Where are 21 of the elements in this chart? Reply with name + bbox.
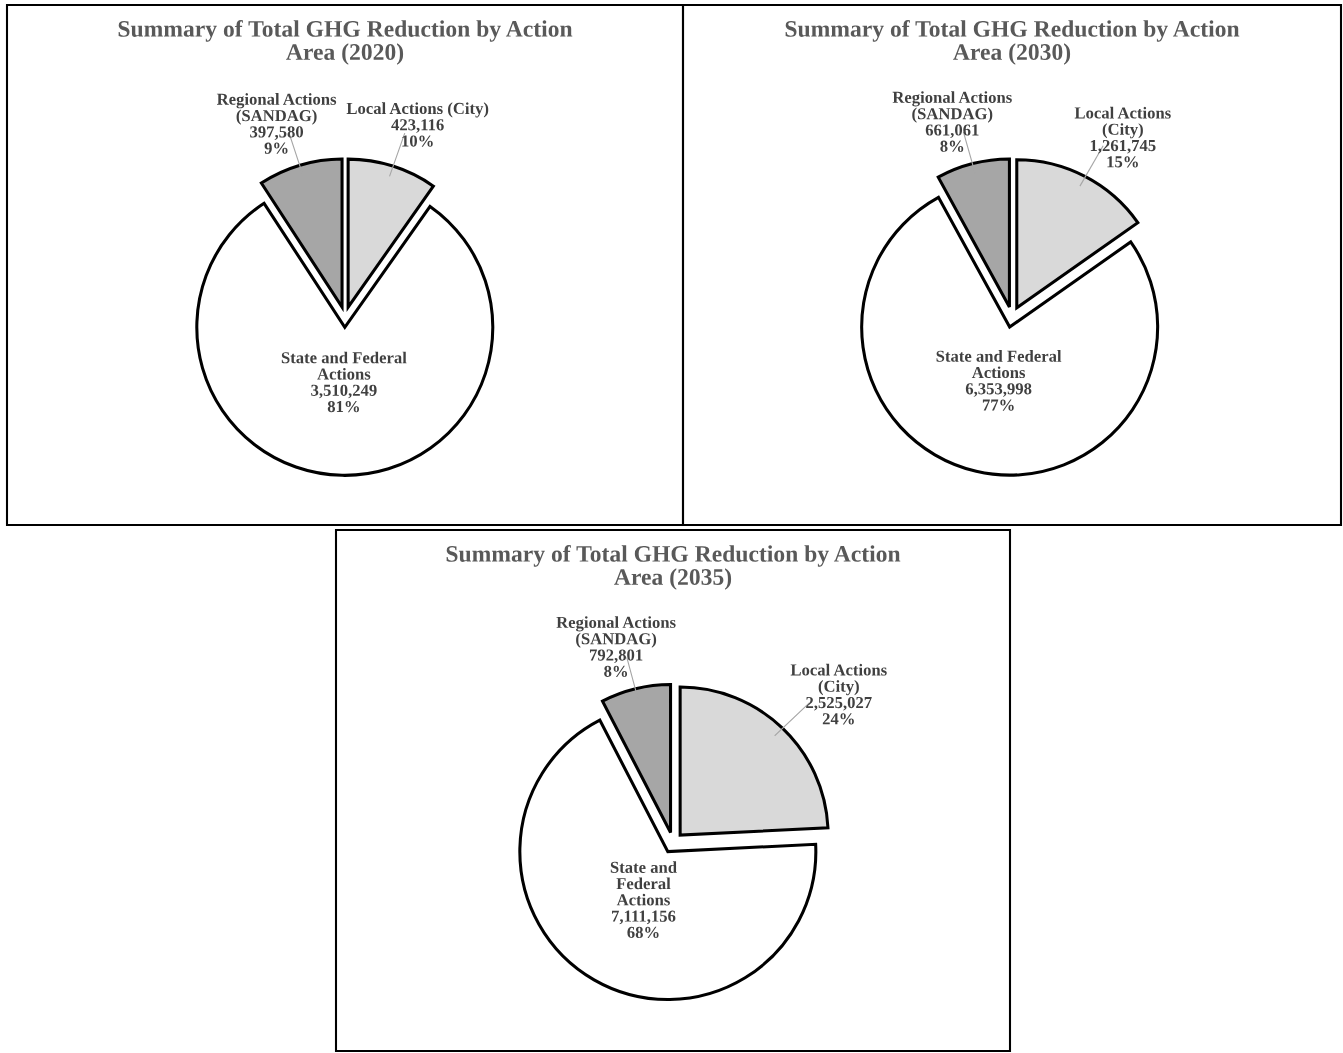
chart-title: Summary of Total GHG Reduction by Action Area (2020) xyxy=(118,20,573,65)
data-label: 1,261,745 15% xyxy=(1090,139,1156,168)
data-label: 423,116 10% xyxy=(391,119,444,147)
slice-label: State and Federal Actions xyxy=(936,350,1062,379)
slice-label: Regional Actions (SANDAG) xyxy=(892,91,1012,123)
slice-label: Local Actions (City) xyxy=(346,102,489,118)
data-label: 792,801 8% xyxy=(589,649,643,677)
data-label: 7,111,156 68% xyxy=(612,910,676,939)
slice-label: Regional Actions (SANDAG) xyxy=(556,616,676,648)
data-label: 6,353,998 77% xyxy=(965,383,1032,411)
slice-label: State and Federal Actions xyxy=(281,351,407,380)
slice-label: State and Federal Actions xyxy=(610,861,677,906)
data-label: 2,525,027 24% xyxy=(806,696,872,725)
slice-label: Local Actions (City) xyxy=(790,663,887,696)
data-label: 397,580 9% xyxy=(250,126,304,154)
data-label: 661,061 8% xyxy=(925,124,979,152)
chart-title: Summary of Total GHG Reduction by Action Area (2030) xyxy=(785,20,1240,65)
chart-title: Summary of Total GHG Reduction by Action Area (2035) xyxy=(446,545,901,590)
data-label: 3,510,249 81% xyxy=(311,384,377,413)
slice-label: Regional Actions (SANDAG) xyxy=(216,93,337,125)
slice-label: Local Actions (City) xyxy=(1074,106,1171,139)
